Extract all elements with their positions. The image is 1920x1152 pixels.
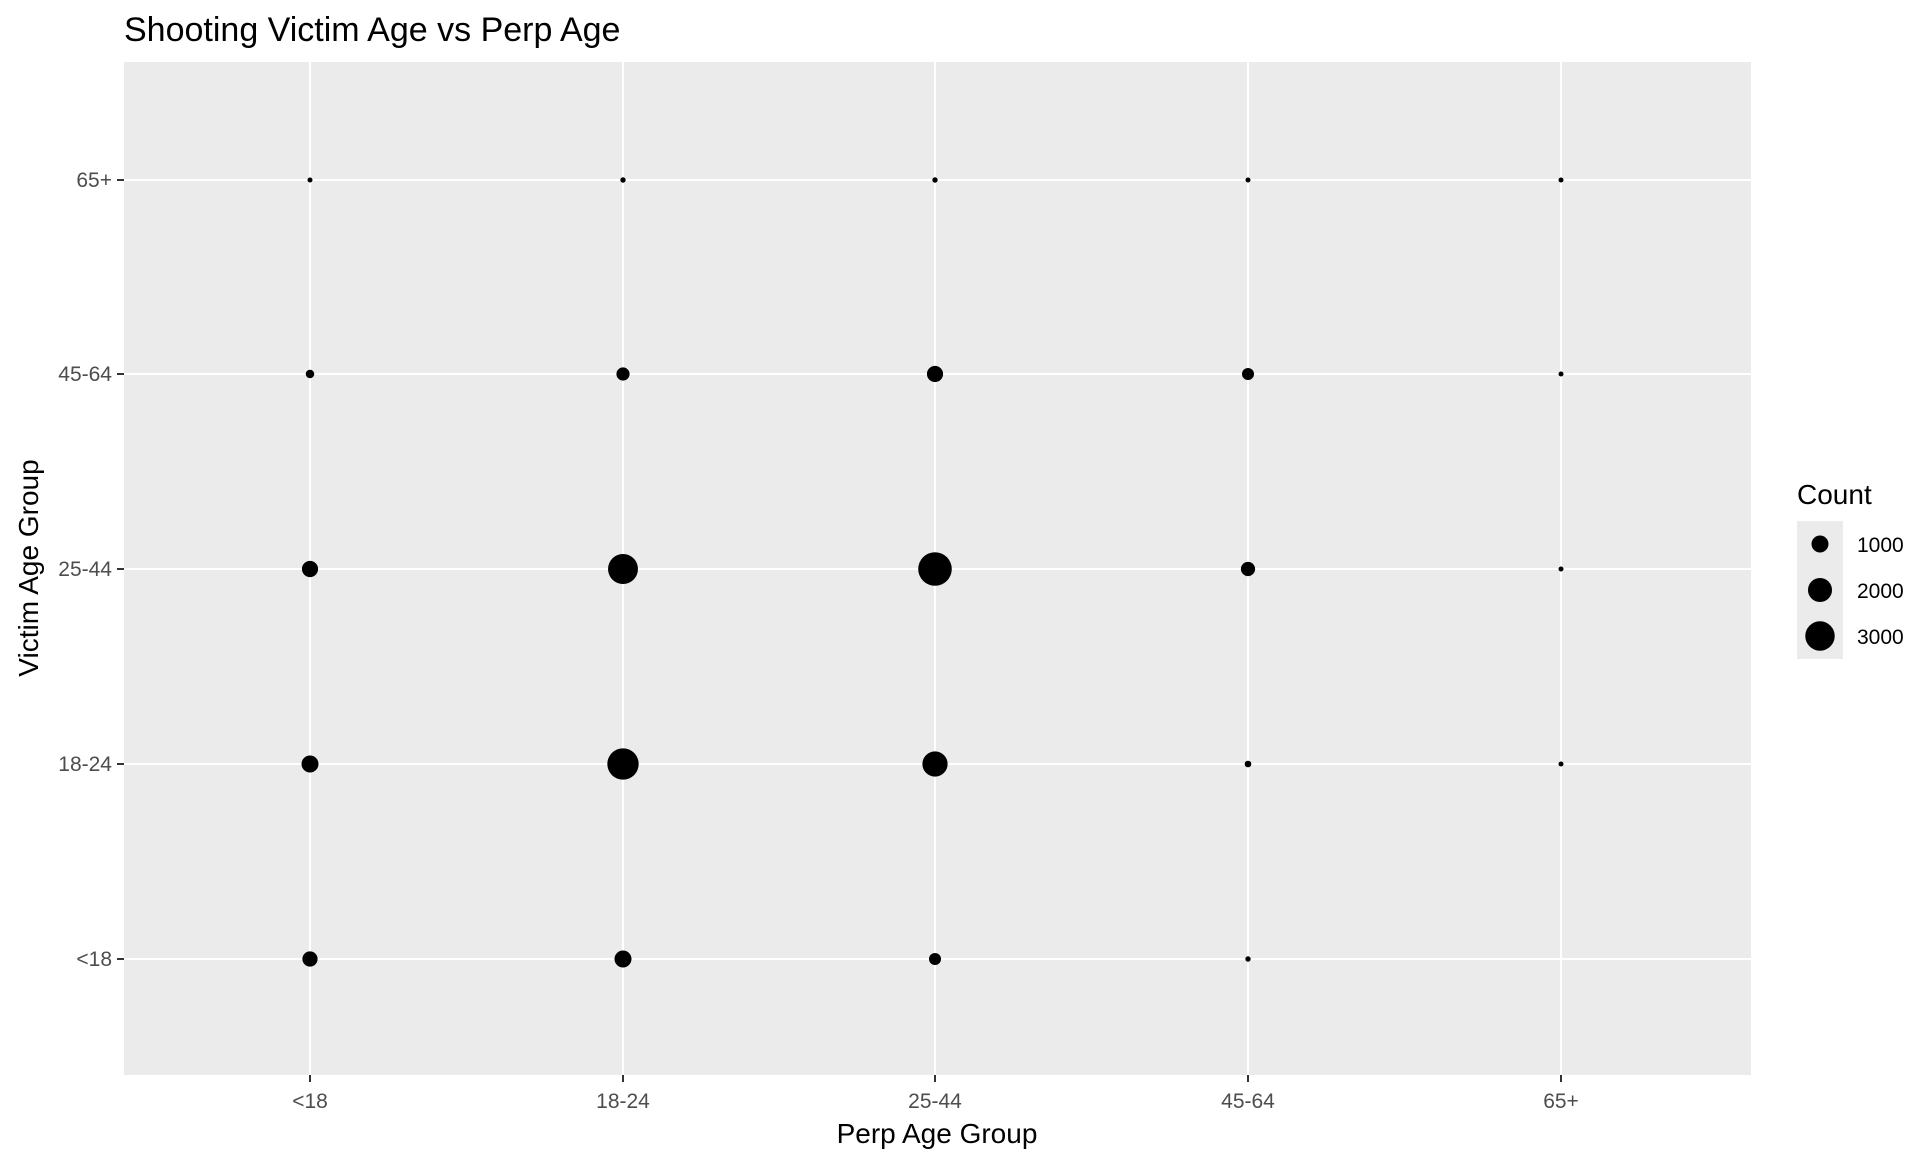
y-axis-ticks: <18 18-24 25-44 45-64 65+ [58,169,124,971]
data-points [301,177,1564,968]
y-tick-label: 45-64 [58,363,112,386]
legend-title: Count [1797,479,1872,510]
x-tick-label: 18-24 [596,1090,650,1113]
legend-label: 2000 [1857,580,1904,603]
y-tick-label: 18-24 [58,753,112,776]
data-point [1558,371,1564,377]
data-point [620,177,626,183]
data-point [1245,956,1251,962]
chart-title: Shooting Victim Age vs Perp Age [124,11,620,49]
data-point [1240,561,1256,577]
legend-label: 1000 [1857,534,1904,557]
legend-key-point [1811,535,1829,553]
data-point [918,552,952,586]
y-axis-title: Victim Age Group [13,459,44,676]
data-point [1558,761,1564,767]
x-axis-ticks: <18 18-24 25-44 45-64 65+ [292,1075,1579,1113]
data-point [616,367,630,381]
data-point [1558,177,1564,183]
y-tick-label: 65+ [76,169,112,192]
x-tick-label: <18 [292,1090,328,1113]
data-point [301,755,319,773]
data-point [305,369,315,379]
y-tick-label: <18 [76,948,112,971]
data-point [922,751,948,777]
legend-key-point [1805,621,1835,651]
x-axis-title: Perp Age Group [837,1118,1038,1149]
data-point [932,177,938,183]
data-point [608,554,638,584]
x-tick-label: 25-44 [908,1090,962,1113]
data-point [1241,367,1255,381]
y-tick-label: 25-44 [58,558,112,581]
data-point [607,748,639,780]
legend: Count 1000 2000 3000 [1797,479,1904,659]
data-point [1245,177,1251,183]
data-point [614,950,632,968]
data-point [1244,760,1252,768]
data-point [928,952,942,966]
data-point [302,951,318,967]
data-point [1558,566,1564,572]
data-point [307,177,313,183]
legend-entries: 1000 2000 3000 [1797,521,1904,659]
x-tick-label: 45-64 [1221,1090,1275,1113]
x-tick-label: 65+ [1543,1090,1579,1113]
data-point [926,365,944,383]
legend-label: 3000 [1857,626,1904,649]
data-point [301,560,319,578]
legend-key-point [1807,577,1833,603]
